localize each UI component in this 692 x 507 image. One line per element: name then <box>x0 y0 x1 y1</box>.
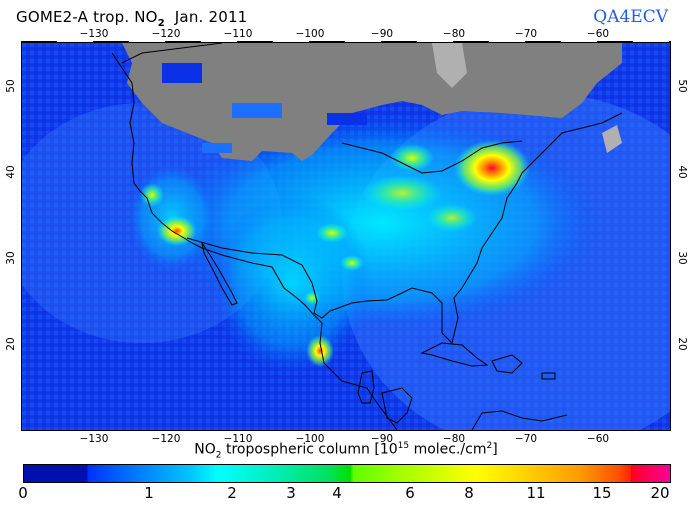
lon-tick-top: −80 <box>442 28 466 40</box>
colorbar-tick: 11 <box>526 484 546 502</box>
lon-tick-top: −90 <box>370 28 394 40</box>
colorbar-tick: 4 <box>332 484 342 502</box>
colorbar-label-end: ] <box>492 441 498 458</box>
lon-tick-top: −110 <box>223 28 253 40</box>
colorbar-label-unit: molec./cm <box>409 441 487 458</box>
plot-title: GOME2-A trop. NO2 Jan. 2011 <box>16 8 247 29</box>
colorbar-tick: 15 <box>592 484 612 502</box>
colorbar-label-sup: 15 <box>397 441 410 451</box>
colorbar-tick: 1 <box>144 484 154 502</box>
lon-tick-top: −130 <box>79 28 109 40</box>
lat-tick-right: 50 <box>676 79 688 93</box>
colorbar-label-sub: 2 <box>215 450 222 461</box>
lat-tick-left: 40 <box>5 165 17 179</box>
lon-tick-bottom: −110 <box>223 433 253 445</box>
colorbar <box>23 464 671 483</box>
lat-tick-right: 30 <box>676 251 688 265</box>
lon-tick-bottom: −90 <box>370 433 394 445</box>
lon-tick-bottom: −80 <box>442 433 466 445</box>
colorbar-tick: 6 <box>405 484 415 502</box>
no2-map <box>21 42 671 431</box>
lon-tick-bottom: −120 <box>151 433 181 445</box>
title-subscript: 2 <box>157 18 165 29</box>
colorbar-label-text: NO <box>194 441 216 458</box>
lat-tick-right: 20 <box>676 337 688 351</box>
lat-tick-left: 20 <box>5 337 17 351</box>
title-date: Jan. 2011 <box>174 8 248 26</box>
colorbar-label-sup2: 2 <box>486 441 493 451</box>
lat-tick-left: 30 <box>5 251 17 265</box>
lon-tick-top: −100 <box>295 28 325 40</box>
colorbar-tick: 0 <box>18 484 28 502</box>
brand-label: QA4ECV <box>593 7 668 27</box>
lon-tick-top: −120 <box>151 28 181 40</box>
lat-tick-right: 40 <box>676 165 688 179</box>
lon-tick-bottom: −130 <box>79 433 109 445</box>
lon-tick-top: −60 <box>586 28 610 40</box>
lon-tick-bottom: −70 <box>514 433 538 445</box>
colorbar-tick: 2 <box>227 484 237 502</box>
lon-tick-bottom: −60 <box>586 433 610 445</box>
colorbar-tick: 20 <box>650 484 670 502</box>
lon-tick-bottom: −100 <box>295 433 325 445</box>
colorbar-label: NO2 tropospheric column [1015 molec./cm2… <box>0 441 692 460</box>
colorbar-label-mid: tropospheric column [10 <box>221 441 398 458</box>
lat-tick-left: 50 <box>5 79 17 93</box>
colorbar-tick: 3 <box>286 484 296 502</box>
lon-tick-top: −70 <box>514 28 538 40</box>
colorbar-tick: 8 <box>464 484 474 502</box>
title-text: GOME2-A trop. NO <box>16 8 158 26</box>
